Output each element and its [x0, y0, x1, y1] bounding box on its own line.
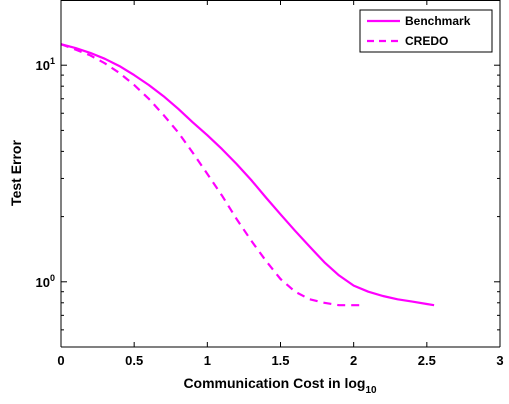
- x-tick-label: 0.5: [125, 353, 143, 368]
- legend-label-benchmark: Benchmark: [405, 14, 471, 28]
- x-tick-label: 0: [57, 353, 64, 368]
- y-tick-label: 100: [36, 273, 55, 290]
- y-axis-title: Test Error: [8, 140, 24, 206]
- plot-area: [61, 0, 500, 347]
- x-tick-label: 2.5: [418, 353, 436, 368]
- legend-label-credo: CREDO: [405, 34, 448, 48]
- x-axis-title-main: Communication Cost in log: [183, 375, 365, 391]
- y-tick-label: 101: [36, 56, 55, 73]
- series-layer: [60, 43, 435, 307]
- legend-box: [359, 9, 493, 53]
- x-tick-label: 2: [350, 353, 357, 368]
- x-tick-label: 1: [204, 353, 211, 368]
- x-tick-label: 1.5: [271, 353, 289, 368]
- series-line-credo: [60, 43, 364, 307]
- ticks-layer: 0 0.5 1 1.5 2 2.5 3 100 101: [36, 0, 504, 368]
- x-tick-label: 3: [496, 353, 503, 368]
- series-line-benchmark: [60, 43, 435, 307]
- legend: Benchmark CREDO: [359, 9, 493, 53]
- x-axis-title: Communication Cost in log10: [183, 375, 377, 396]
- x-axis-title-subscript: 10: [365, 385, 377, 396]
